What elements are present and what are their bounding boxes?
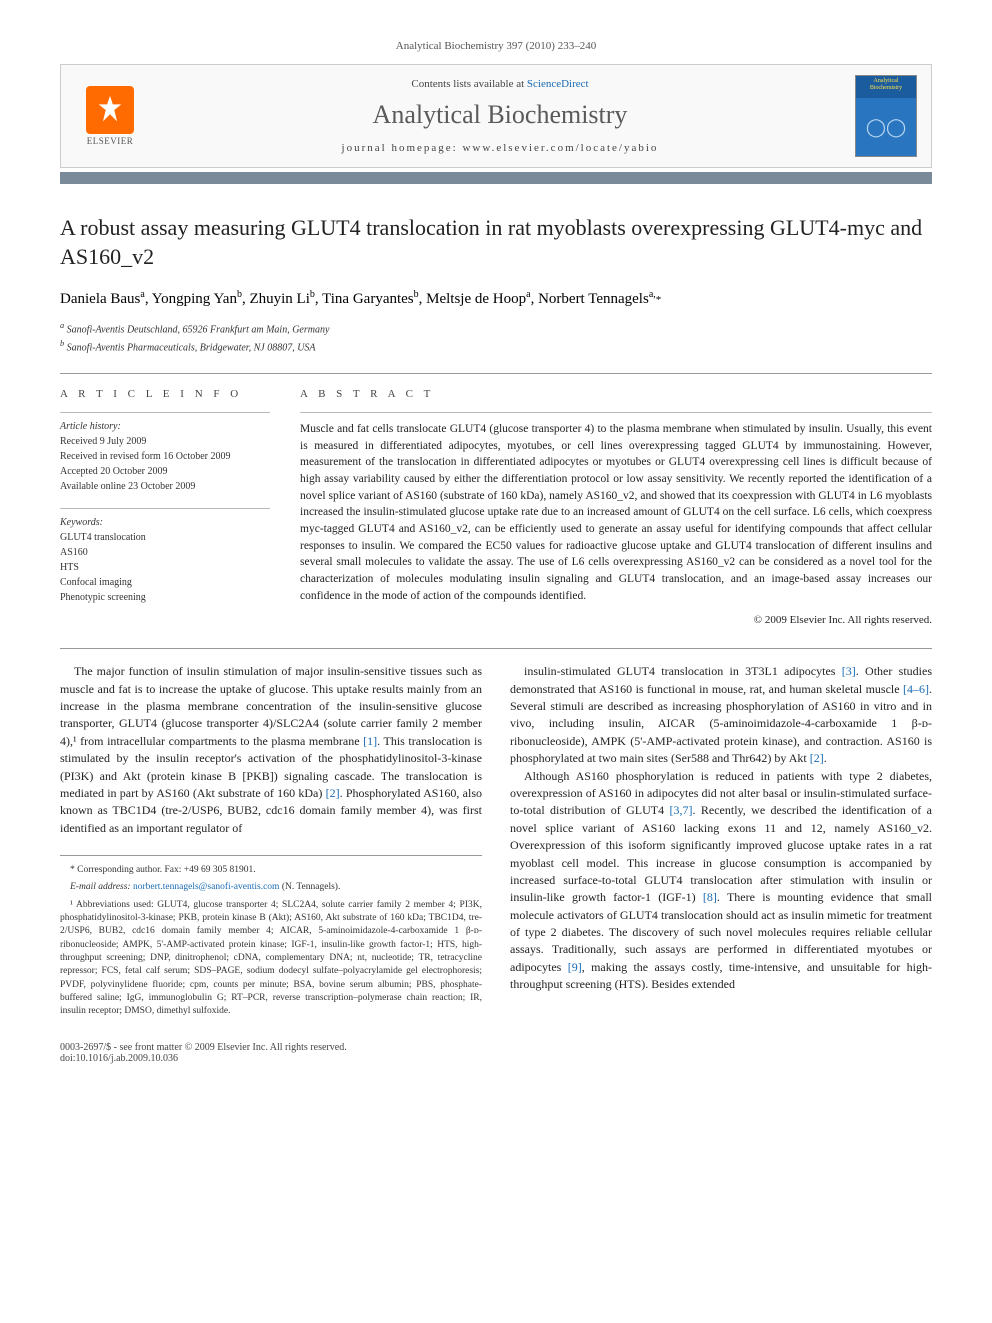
abstract-copyright: © 2009 Elsevier Inc. All rights reserved… bbox=[300, 614, 932, 626]
journal-cover-thumbnail: Analytical Biochemistry ◯◯ bbox=[855, 75, 917, 157]
elsevier-text: ELSEVIER bbox=[87, 136, 134, 146]
article-history: Received 9 July 2009Received in revised … bbox=[60, 434, 270, 494]
affiliation-b: b Sanofi-Aventis Pharmaceuticals, Bridge… bbox=[60, 338, 932, 355]
info-divider bbox=[60, 412, 270, 413]
abstract-divider bbox=[300, 412, 932, 413]
body-text: The major function of insulin stimulatio… bbox=[60, 663, 932, 1022]
keywords-list: GLUT4 translocationAS160HTSConfocal imag… bbox=[60, 530, 270, 605]
elsevier-tree-icon bbox=[86, 86, 134, 134]
cover-title: Analytical Biochemistry bbox=[856, 76, 916, 98]
header-divider-bar bbox=[60, 172, 932, 184]
abstract-text: Muscle and fat cells translocate GLUT4 (… bbox=[300, 421, 932, 604]
body-column-right: insulin-stimulated GLUT4 translocation i… bbox=[510, 663, 932, 1022]
article-title: A robust assay measuring GLUT4 transloca… bbox=[60, 214, 932, 271]
keywords-label: Keywords: bbox=[60, 517, 270, 528]
front-matter-line: 0003-2697/$ - see front matter © 2009 El… bbox=[60, 1042, 347, 1053]
abstract-heading: A B S T R A C T bbox=[300, 388, 932, 400]
affiliation-a: a Sanofi-Aventis Deutschland, 65926 Fran… bbox=[60, 320, 932, 337]
homepage-line: journal homepage: www.elsevier.com/locat… bbox=[145, 142, 855, 154]
homepage-url[interactable]: www.elsevier.com/locate/yabio bbox=[462, 142, 658, 154]
doi-line: doi:10.1016/j.ab.2009.10.036 bbox=[60, 1053, 347, 1064]
sciencedirect-link[interactable]: ScienceDirect bbox=[527, 78, 589, 90]
elsevier-logo: ELSEVIER bbox=[75, 77, 145, 155]
abbreviations-note: ¹ Abbreviations used: GLUT4, glucose tra… bbox=[60, 899, 482, 1019]
journal-header-box: ELSEVIER Contents lists available at Sci… bbox=[60, 64, 932, 168]
author-email-link[interactable]: norbert.tennagels@sanofi-aventis.com bbox=[133, 882, 279, 892]
email-note: E-mail address: norbert.tennagels@sanofi… bbox=[60, 881, 482, 894]
journal-reference: Analytical Biochemistry 397 (2010) 233–2… bbox=[60, 40, 932, 52]
footnotes-block: * Corresponding author. Fax: +49 69 305 … bbox=[60, 855, 482, 1018]
body-paragraph: insulin-stimulated GLUT4 translocation i… bbox=[510, 663, 932, 767]
contents-line: Contents lists available at ScienceDirec… bbox=[145, 78, 855, 90]
affiliations: a Sanofi-Aventis Deutschland, 65926 Fran… bbox=[60, 320, 932, 355]
body-column-left: The major function of insulin stimulatio… bbox=[60, 663, 482, 1022]
history-label: Article history: bbox=[60, 421, 270, 432]
author-list: Daniela Bausa, Yongping Yanb, Zhuyin Lib… bbox=[60, 289, 932, 308]
info-divider bbox=[60, 508, 270, 509]
page-footer: 0003-2697/$ - see front matter © 2009 El… bbox=[60, 1042, 932, 1064]
article-info-heading: A R T I C L E I N F O bbox=[60, 388, 270, 400]
cover-graphic-icon: ◯◯ bbox=[866, 117, 906, 138]
section-divider bbox=[60, 648, 932, 649]
body-paragraph: Although AS160 phosphorylation is reduce… bbox=[510, 768, 932, 994]
corresponding-author-note: * Corresponding author. Fax: +49 69 305 … bbox=[60, 864, 482, 877]
article-info-block: A R T I C L E I N F O Article history: R… bbox=[60, 388, 270, 626]
abstract-block: A B S T R A C T Muscle and fat cells tra… bbox=[300, 388, 932, 626]
section-divider bbox=[60, 373, 932, 374]
journal-name: Analytical Biochemistry bbox=[145, 100, 855, 130]
body-paragraph: The major function of insulin stimulatio… bbox=[60, 663, 482, 837]
